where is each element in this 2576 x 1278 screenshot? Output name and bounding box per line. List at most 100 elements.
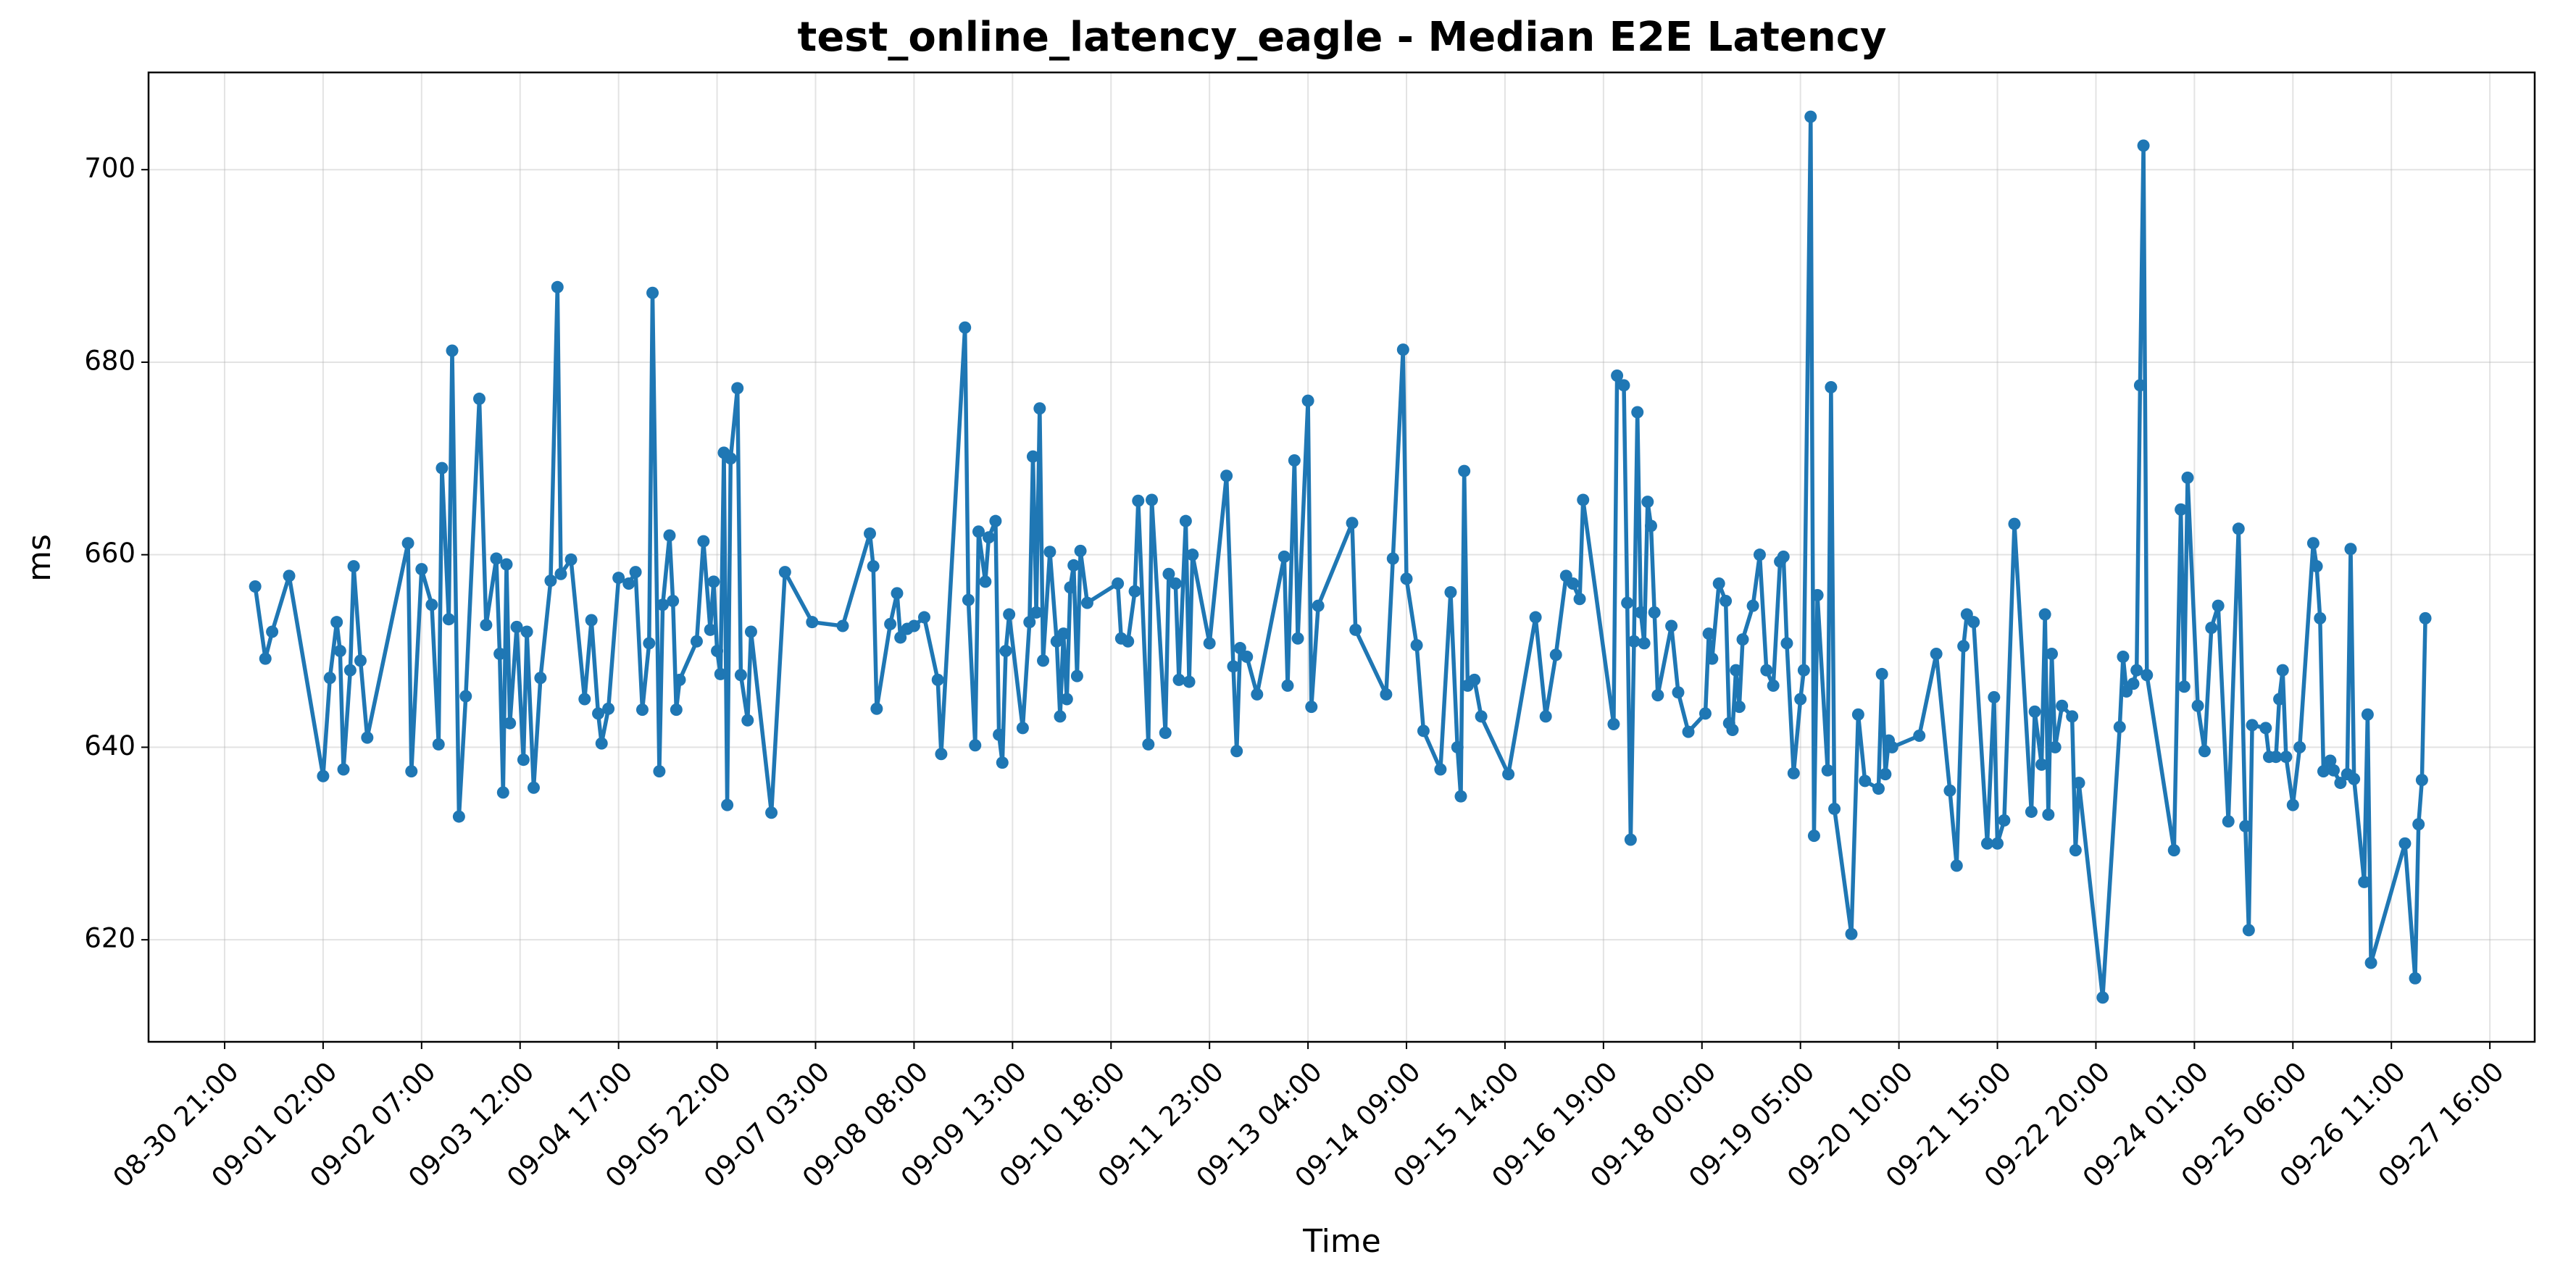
data-point [1241, 651, 1254, 664]
data-point [2361, 708, 2374, 721]
data-point [2273, 693, 2286, 706]
data-point [1112, 577, 1125, 590]
data-point [2259, 722, 2272, 735]
data-point [635, 703, 649, 717]
data-point [2246, 719, 2259, 732]
data-point [1380, 688, 1393, 701]
data-point [1991, 837, 2004, 850]
data-point [1950, 859, 1963, 872]
data-point [347, 560, 360, 573]
data-point [1641, 496, 1654, 509]
data-point [2056, 699, 2069, 712]
data-point [653, 765, 666, 778]
data-point [2048, 740, 2062, 753]
data-point [765, 806, 778, 819]
data-point [1203, 637, 1216, 650]
data-point [578, 693, 591, 706]
data-point [1825, 380, 1838, 393]
data-point [1665, 619, 1678, 632]
data-point [1760, 664, 1773, 677]
data-point [425, 598, 438, 611]
data-point [2096, 991, 2109, 1004]
data-point [2035, 758, 2048, 771]
data-point [1780, 637, 1793, 650]
data-point [2130, 664, 2143, 677]
data-point [1651, 689, 1664, 702]
data-point [1804, 110, 1817, 123]
data-point [1797, 664, 1810, 677]
data-point [2419, 611, 2432, 625]
data-point [884, 617, 897, 630]
plot-area [249, 110, 2432, 1004]
data-point [534, 672, 547, 685]
data-point [2025, 805, 2038, 818]
data-point [2212, 599, 2225, 612]
data-point [1132, 494, 1145, 507]
data-point [2175, 503, 2188, 516]
data-point [1312, 599, 1325, 612]
data-point [493, 648, 507, 661]
data-point [323, 672, 336, 685]
data-point [806, 616, 819, 629]
data-point [2038, 608, 2051, 621]
data-point [1638, 637, 1651, 650]
data-point [2324, 754, 2337, 767]
data-point [1988, 690, 2001, 703]
data-point [1043, 546, 1056, 559]
chart-title: test_online_latency_eagle - Median E2E L… [798, 14, 1887, 61]
data-point [2348, 772, 2361, 785]
data-point [1851, 708, 1864, 721]
data-point [1451, 740, 1464, 753]
data-point [1712, 577, 1725, 590]
data-point [1169, 577, 1182, 590]
data-point [544, 575, 557, 588]
data-point [1070, 669, 1083, 682]
data-point [1577, 493, 1590, 506]
data-point [2286, 798, 2299, 811]
data-point [2137, 139, 2150, 152]
data-point [1434, 763, 1447, 776]
data-point [520, 625, 533, 638]
data-point [592, 707, 605, 720]
data-point [283, 569, 296, 582]
data-point [1142, 738, 1155, 751]
data-point [1746, 599, 1759, 612]
data-point [714, 667, 727, 680]
data-point [1967, 616, 1980, 629]
data-point [1349, 623, 1362, 636]
data-point [1386, 552, 1399, 565]
data-point [1301, 394, 1314, 407]
data-point [1682, 725, 1695, 738]
data-point [2364, 956, 2377, 969]
data-point [741, 714, 754, 727]
data-point [1251, 688, 1264, 701]
data-point [446, 344, 459, 357]
data-point [704, 623, 717, 636]
data-point [697, 535, 710, 548]
data-point [1611, 369, 1624, 383]
data-point [2269, 751, 2283, 764]
data-point [1288, 454, 1301, 467]
data-point [962, 593, 975, 606]
data-point [1720, 594, 1733, 607]
y-tick-label: 680 [84, 345, 136, 376]
data-point [1233, 642, 1246, 655]
data-point [1726, 724, 1739, 737]
data-point [1617, 379, 1630, 392]
data-point [266, 625, 279, 638]
data-point [435, 462, 449, 475]
data-point [999, 645, 1012, 658]
data-point [935, 748, 948, 761]
data-point [1305, 701, 1318, 714]
data-point [1023, 616, 1036, 629]
data-point [1396, 343, 1409, 356]
data-point [1736, 633, 1749, 646]
data-point [931, 673, 944, 686]
data-point [1621, 596, 1634, 609]
data-point [1003, 608, 1016, 621]
data-point [2008, 517, 2021, 530]
data-point [2133, 379, 2146, 392]
data-point [1644, 519, 1657, 532]
x-axis-label: Time [1302, 1223, 1381, 1260]
